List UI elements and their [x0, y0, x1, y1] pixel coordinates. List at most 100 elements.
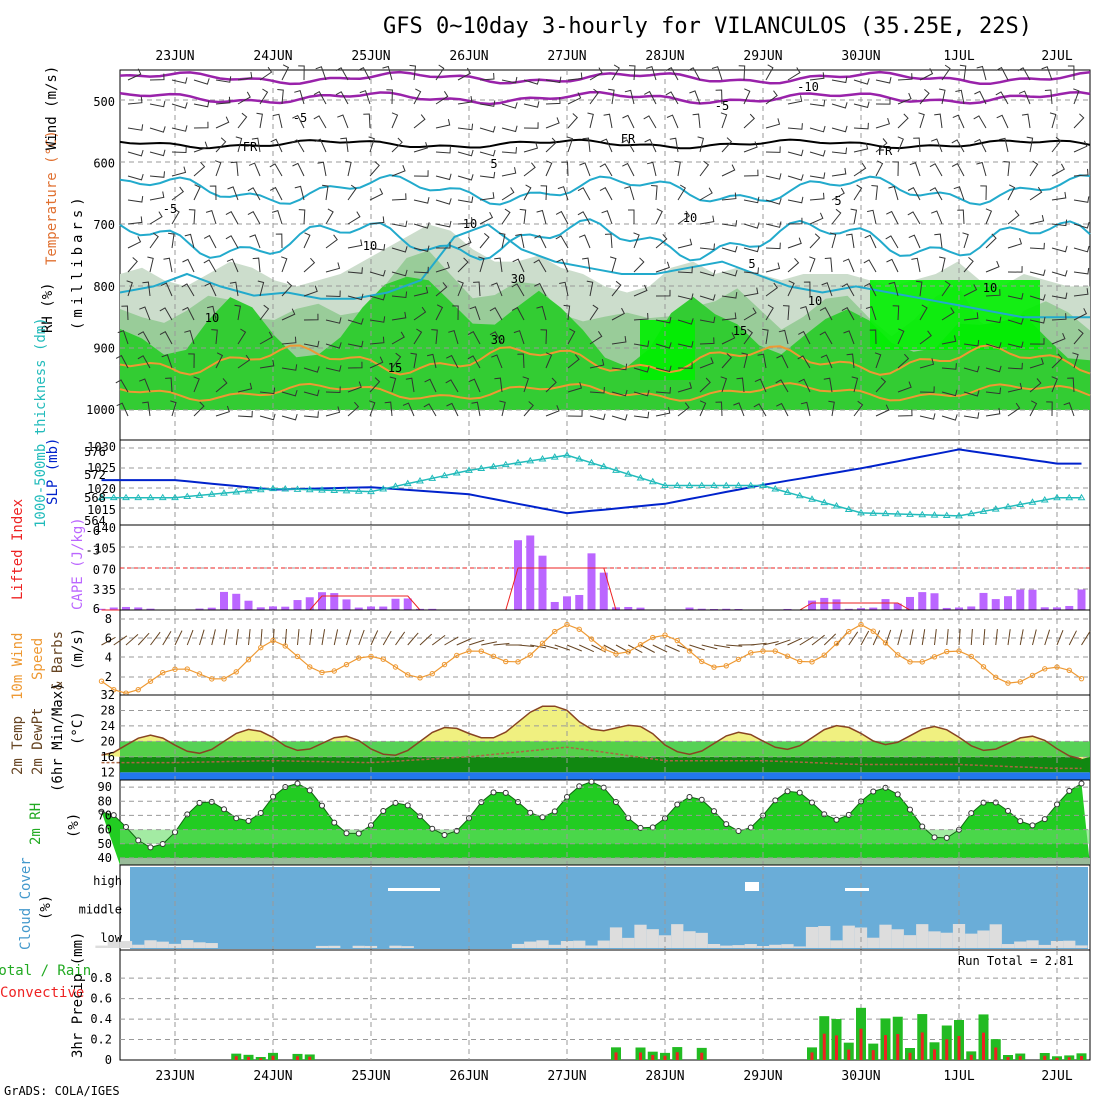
upper-barb [215, 116, 230, 129]
upper-barb [479, 126, 496, 133]
upper-barb [491, 354, 503, 369]
upper-barb [468, 378, 481, 393]
upper-barb [257, 280, 265, 297]
upper-barb [325, 234, 338, 249]
thickness-marker [771, 484, 780, 492]
top-date-1: 24JUN [253, 49, 292, 64]
upper-barb [866, 209, 877, 225]
thickness-marker [648, 477, 657, 485]
upper-barb [313, 91, 327, 105]
upper-barb [204, 282, 217, 297]
upper-barb [963, 312, 979, 321]
thickness-marker [575, 455, 584, 462]
upper-barb [738, 65, 746, 81]
upper-barb [998, 137, 1009, 153]
upper-barb [523, 401, 534, 417]
wind-barb [664, 644, 680, 652]
upper-barb [1051, 270, 1068, 277]
upper-barb [127, 257, 138, 273]
upper-barb [523, 101, 540, 108]
cape-bar [563, 596, 571, 610]
upper-barb [846, 353, 855, 369]
upper-barb [413, 142, 429, 153]
upper-barb [851, 376, 859, 393]
precip-conv-bar [933, 1049, 936, 1060]
contour-label-11: 10 [808, 294, 822, 308]
precip-conv-bar [1055, 1057, 1059, 1060]
wind-barb [456, 638, 472, 646]
upper-barb [193, 376, 200, 393]
upper-barb [1073, 140, 1088, 153]
upper-barb [985, 260, 1000, 273]
thickness-marker [232, 488, 241, 495]
upper-barb [413, 306, 427, 321]
upper-barb [501, 167, 517, 177]
wind-speed-point [931, 654, 938, 660]
upper-barb [248, 162, 261, 177]
wind-speed-point [968, 653, 974, 660]
upper-barb [699, 357, 714, 369]
cloud-low-bar [903, 935, 917, 948]
upper-barb [996, 114, 1009, 129]
upper-barb [471, 401, 481, 417]
upper-barb [976, 65, 987, 81]
upper-barb [765, 262, 781, 273]
upper-barb [499, 400, 506, 417]
contour-label-16: 30 [511, 272, 525, 286]
upper-barb [1007, 341, 1024, 349]
credit: GrADS: COLA/IGES [4, 1084, 120, 1098]
precip-conv-bar [700, 1052, 704, 1060]
rh-point [221, 806, 227, 813]
wind-barb [689, 644, 705, 651]
upper-barb [193, 141, 208, 153]
rh-point [294, 780, 301, 787]
upper-barb [457, 123, 474, 131]
upper-barb [149, 126, 166, 133]
cloud-low-bar [573, 940, 586, 948]
precip-conv-bar [871, 1050, 875, 1060]
cloud-low-bar [352, 945, 365, 948]
upper-barb [820, 354, 833, 369]
cape-bar [1065, 605, 1074, 610]
upper-barb [655, 342, 672, 349]
upper-barb [512, 258, 525, 273]
upper-barb [171, 102, 188, 109]
upper-barb [624, 89, 635, 105]
upper-barb [491, 282, 503, 297]
thickness-marker [1028, 498, 1037, 505]
thickness-marker [685, 481, 694, 489]
upper-barb [677, 238, 693, 249]
contour-label-6: 5 [490, 157, 497, 171]
rh-tick-3: 60 [98, 823, 112, 837]
wind-tick-3: 2 [105, 670, 112, 684]
upper-barb [237, 410, 253, 418]
upper-barb [897, 328, 905, 345]
wind-speed-point [772, 648, 778, 654]
cape-bar [305, 597, 314, 610]
thickness-marker [599, 462, 608, 470]
upper-barb [206, 305, 217, 321]
upper-barb [149, 73, 165, 81]
upper-barb [171, 146, 187, 154]
upper-barb [501, 208, 511, 225]
upper-barb [875, 404, 890, 417]
thickness-marker [171, 493, 179, 501]
upper-barb [479, 233, 490, 249]
upper-barb [281, 364, 298, 371]
upper-barb [733, 402, 745, 417]
upper-barb [831, 76, 848, 84]
upper-barb [494, 257, 503, 273]
cape-bar [244, 600, 253, 610]
upper-barb [556, 258, 569, 273]
upper-barb [875, 377, 887, 393]
thickness-marker [158, 493, 167, 501]
upper-barb [237, 91, 251, 105]
thickness-marker [1053, 493, 1061, 501]
wind-speed-point [441, 661, 448, 668]
slp-tick-3: 1015 [87, 503, 116, 517]
upper-barb [787, 123, 803, 130]
upper-barb [567, 92, 582, 105]
rh-point [931, 834, 938, 841]
upper-barb [127, 124, 144, 131]
bottom-date-axis: 23JUN 24JUN 25JUN 26JUN 27JUN 28JUN 29JUN 30JUN… [155, 1069, 1072, 1084]
